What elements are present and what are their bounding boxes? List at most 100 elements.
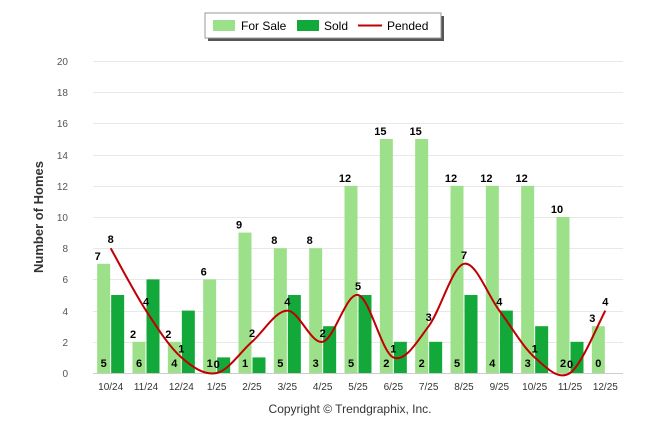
y-tick-label: 18 — [57, 88, 69, 99]
data-label-pended: 5 — [355, 281, 361, 293]
data-label-for-sale: 3 — [589, 313, 595, 325]
bar-for-sale — [415, 139, 429, 373]
data-label-sold: 5 — [101, 358, 107, 370]
bar-sold — [323, 326, 337, 373]
x-tick-label: 2/25 — [242, 382, 262, 393]
x-tick-label: 4/25 — [313, 382, 333, 393]
data-label-pended: 4 — [284, 297, 291, 309]
y-tick-label: 10 — [57, 213, 69, 224]
pended-line — [109, 247, 607, 377]
pended-line-group — [109, 247, 607, 377]
y-tick-label: 6 — [62, 275, 68, 286]
data-label-sold: 2 — [560, 358, 566, 370]
data-label-pended: 2 — [249, 328, 255, 340]
y-tick-label: 20 — [57, 57, 69, 68]
bar-sold — [111, 295, 125, 373]
data-label-pended: 1 — [532, 343, 538, 355]
bar-for-sale — [309, 248, 323, 373]
bar-for-sale — [344, 185, 358, 373]
data-label-for-sale: 12 — [480, 173, 492, 185]
x-tick-label: 12/24 — [169, 382, 194, 393]
data-label-pended: 0 — [214, 359, 220, 371]
bar-for-sale — [132, 341, 146, 373]
bar-for-sale — [97, 263, 111, 373]
y-tick-label: 2 — [62, 338, 68, 349]
data-label-sold: 5 — [348, 358, 354, 370]
data-label-pended: 4 — [143, 297, 150, 309]
data-label-sold: 4 — [171, 358, 178, 370]
bar-for-sale — [379, 139, 393, 373]
data-label-pended: 4 — [496, 297, 503, 309]
legend-swatch-for-sale — [213, 20, 235, 31]
x-tick-label: 7/25 — [419, 382, 439, 393]
x-tick-label: 6/25 — [384, 382, 404, 393]
data-label-for-sale: 2 — [165, 329, 171, 341]
data-label-for-sale: 8 — [271, 235, 277, 247]
data-label-pended: 0 — [567, 359, 573, 371]
data-label-pended: 1 — [390, 343, 396, 355]
bar-for-sale — [556, 217, 570, 373]
data-label-for-sale: 12 — [516, 173, 528, 185]
bar-sold — [429, 341, 443, 373]
bar-sold — [287, 295, 301, 373]
data-label-pended: 3 — [426, 312, 432, 324]
data-label-pended: 7 — [461, 250, 467, 262]
y-tick-label: 4 — [62, 307, 68, 318]
data-label-for-sale: 15 — [374, 126, 386, 138]
x-tick-label: 3/25 — [278, 382, 298, 393]
x-tick-label: 8/25 — [454, 382, 474, 393]
data-label-for-sale: 2 — [130, 329, 136, 341]
data-label-sold: 6 — [136, 358, 142, 370]
x-tick-label: 12/25 — [593, 382, 618, 393]
x-tick-label: 11/24 — [134, 382, 159, 393]
gridlines — [93, 61, 623, 374]
data-label-for-sale: 10 — [551, 204, 563, 216]
data-label-sold: 2 — [419, 358, 425, 370]
y-tick-label: 14 — [57, 151, 69, 162]
x-axis-ticks: 10/24 11/24 12/24 1/25 2/25 3/25 4/25 5/25 6/25 7… — [98, 382, 618, 393]
bar-for-sale — [238, 232, 252, 373]
copyright-credit: Copyright © Trendgraphix, Inc. — [269, 402, 432, 416]
bar-sold — [217, 357, 231, 373]
bar-for-sale — [167, 341, 181, 373]
legend-label-for-sale: For Sale — [241, 19, 287, 33]
data-label-sold: 2 — [383, 358, 389, 370]
bar-for-sale — [450, 185, 464, 373]
data-label-for-sale: 15 — [410, 126, 422, 138]
legend-swatch-sold — [297, 20, 319, 31]
bar-sold — [181, 310, 195, 373]
data-label-sold: 4 — [489, 358, 496, 370]
data-label-pended: 8 — [108, 234, 114, 246]
data-label-sold: 0 — [595, 358, 601, 370]
data-label-for-sale: 12 — [445, 173, 457, 185]
data-label-for-sale: 12 — [339, 173, 351, 185]
y-tick-label: 8 — [62, 244, 68, 255]
data-label-sold: 1 — [242, 358, 248, 370]
y-tick-label: 16 — [57, 119, 69, 130]
data-label-pended: 1 — [178, 343, 184, 355]
data-label-sold: 3 — [313, 358, 319, 370]
x-tick-label: 11/25 — [558, 382, 583, 393]
y-tick-label: 12 — [57, 182, 69, 193]
bar-for-sale — [273, 248, 287, 373]
bar-sold — [358, 295, 372, 373]
bar-sold — [252, 357, 266, 373]
bar-for-sale — [591, 326, 605, 373]
x-tick-label: 10/24 — [98, 382, 123, 393]
legend-label-pended: Pended — [387, 19, 428, 33]
data-label-pended: 2 — [320, 328, 326, 340]
data-label-sold: 1 — [207, 358, 213, 370]
data-label-sold: 3 — [525, 358, 531, 370]
x-tick-label: 1/25 — [207, 382, 227, 393]
bar-for-sale — [521, 185, 535, 373]
y-axis-title: Number of Homes — [31, 161, 46, 273]
data-label-for-sale: 8 — [307, 235, 313, 247]
data-label-for-sale: 6 — [201, 266, 207, 278]
legend-label-sold: Sold — [324, 19, 348, 33]
legend: For Sale Sold Pended — [204, 12, 444, 41]
data-label-for-sale: 7 — [95, 251, 101, 263]
data-label-pended: 4 — [602, 297, 609, 309]
data-label-sold: 5 — [277, 358, 283, 370]
